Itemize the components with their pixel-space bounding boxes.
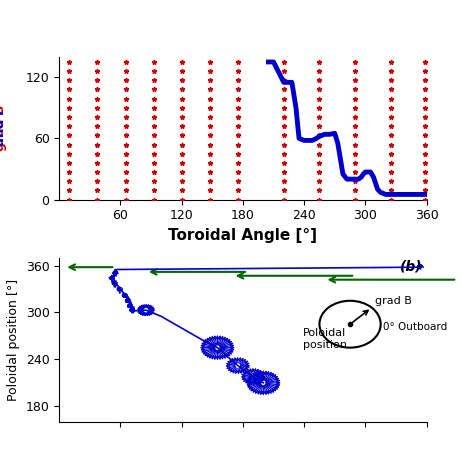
X-axis label: Toroidal Angle [°]: Toroidal Angle [°] [168, 228, 318, 243]
Text: (b): (b) [401, 259, 423, 273]
Text: grad B: grad B [375, 296, 411, 306]
Text: Poloidal
position: Poloidal position [302, 328, 346, 350]
Y-axis label: Poloidal position [°]: Poloidal position [°] [7, 279, 20, 401]
Text: grad B: grad B [0, 105, 7, 151]
Text: and P: and P [0, 106, 7, 150]
Text: 0° Outboard: 0° Outboard [383, 321, 447, 331]
